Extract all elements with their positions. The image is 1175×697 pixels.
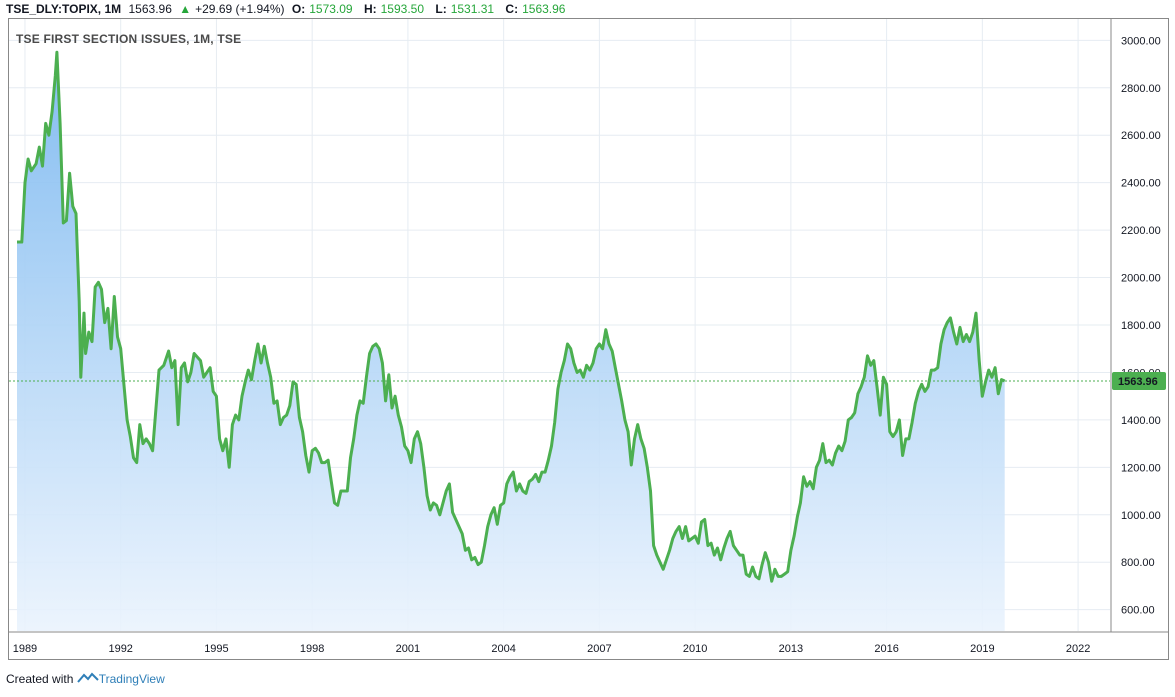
- high-label: H:: [363, 2, 377, 16]
- y-tick-label: 3000.00: [1121, 35, 1161, 47]
- y-tick-label: 2200.00: [1121, 225, 1161, 237]
- chart-title: TSE FIRST SECTION ISSUES, 1M, TSE: [16, 32, 242, 46]
- y-tick-label: 2400.00: [1121, 178, 1161, 190]
- created-with-text: Created with: [6, 672, 74, 686]
- x-tick-label: 1989: [13, 643, 37, 655]
- last-value-badge-bg: [1112, 371, 1166, 390]
- x-tick-label: 2004: [491, 643, 515, 655]
- close-label: C:: [505, 2, 519, 16]
- x-tick-label: 2016: [874, 643, 898, 655]
- footer: Created with TradingView: [6, 672, 165, 686]
- up-arrow-icon: ▲: [179, 2, 192, 16]
- x-tick-label: 2007: [587, 643, 611, 655]
- x-tick-label: 1998: [300, 643, 324, 655]
- x-tick-label: 2010: [683, 643, 707, 655]
- high-value: 1593.50: [380, 2, 425, 16]
- area-fill: [17, 52, 1005, 631]
- last-value-badge: 1563.96: [1112, 371, 1166, 390]
- y-tick-label: 1800.00: [1121, 320, 1161, 332]
- open-label: O:: [291, 2, 306, 16]
- x-tick-label: 2001: [396, 643, 420, 655]
- x-tick-label: 2022: [1066, 643, 1090, 655]
- low-value: 1531.31: [450, 2, 495, 16]
- price-axis[interactable]: 600.00800.001000.001200.001400.001600.00…: [1121, 35, 1161, 616]
- y-tick-label: 2000.00: [1121, 273, 1161, 285]
- y-tick-label: 2800.00: [1121, 83, 1161, 95]
- price-change: +29.69 (+1.94%): [195, 2, 285, 16]
- x-tick-label: 2013: [779, 643, 803, 655]
- symbol-header: TSE_DLY:TOPIX, 1M 1563.96 ▲ +29.69 (+1.94…: [6, 0, 573, 18]
- close-value: 1563.96: [522, 2, 566, 16]
- x-tick-label: 1992: [108, 643, 132, 655]
- price-line: [17, 50, 1006, 583]
- y-tick-label: 1400.00: [1121, 415, 1161, 427]
- y-tick-label: 1200.00: [1121, 462, 1161, 474]
- open-value: 1573.09: [309, 2, 353, 16]
- tradingview-brand[interactable]: TradingView: [98, 672, 165, 686]
- y-tick-label: 600.00: [1121, 605, 1155, 617]
- time-axis[interactable]: 1989 1992 1995 1998 2001 2004 2007 2010 2013 2016…: [13, 643, 1091, 655]
- y-tick-label: 1000.00: [1121, 510, 1161, 522]
- chart-frame[interactable]: [8, 18, 1169, 660]
- tradingview-logo-icon: [76, 672, 99, 686]
- x-tick-label: 2019: [970, 643, 994, 655]
- y-tick-label: 800.00: [1121, 557, 1155, 569]
- y-tick-label: 2600.00: [1121, 130, 1161, 142]
- last-price: 1563.96: [128, 2, 172, 16]
- symbol-name: TSE_DLY:TOPIX, 1M: [6, 2, 122, 16]
- last-value-label: 1563.96: [1118, 376, 1158, 388]
- low-label: L:: [435, 2, 447, 16]
- x-tick-label: 1995: [204, 643, 228, 655]
